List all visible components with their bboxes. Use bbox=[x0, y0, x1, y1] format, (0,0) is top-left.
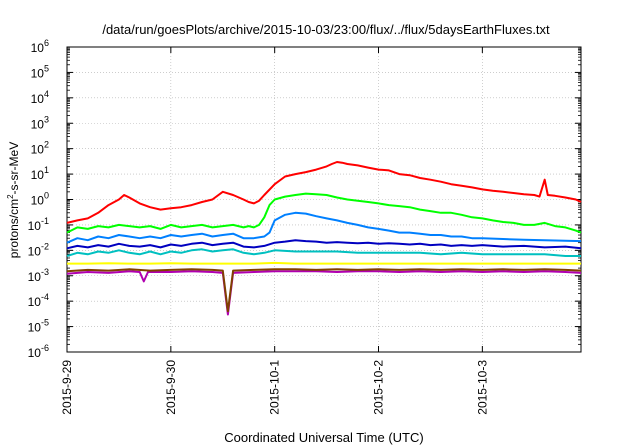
y-tick-exponent: 3 bbox=[44, 114, 49, 124]
y-tick-exponent: 0 bbox=[44, 191, 49, 201]
y-label-superscript: 2 bbox=[6, 194, 15, 199]
series-line-4 bbox=[66, 239, 582, 250]
y-tick-label: 10-5 bbox=[28, 318, 49, 335]
y-tick-exponent: -5 bbox=[41, 318, 49, 328]
y-tick-exponent: -1 bbox=[41, 216, 49, 226]
y-tick-base: 10 bbox=[31, 168, 45, 182]
y-tick-label: 101 bbox=[31, 165, 49, 182]
y-tick-base: 10 bbox=[28, 295, 42, 309]
x-tick-label: 2015-9-29 bbox=[60, 360, 74, 415]
x-axis-label: Coordinated Universal Time (UTC) bbox=[224, 430, 423, 445]
y-tick-label: 10-2 bbox=[28, 241, 49, 258]
y-tick-label: 105 bbox=[31, 63, 49, 80]
x-tick-label: 2015-10-1 bbox=[268, 360, 282, 415]
y-tick-label: 104 bbox=[31, 89, 49, 106]
y-tick-exponent: 4 bbox=[44, 89, 49, 99]
y-tick-exponent: 6 bbox=[44, 38, 49, 48]
series-line-7 bbox=[66, 270, 582, 316]
y-tick-label: 103 bbox=[31, 114, 49, 131]
plot-area-frame bbox=[66, 46, 582, 353]
y-tick-base: 10 bbox=[31, 117, 45, 131]
series-line-1 bbox=[66, 161, 582, 224]
x-tick-label: 2015-10-2 bbox=[372, 360, 386, 415]
series-line-8 bbox=[66, 268, 582, 313]
y-axis-ticks: 10-610-510-410-310-210-11001011021031041… bbox=[28, 38, 581, 360]
y-tick-exponent: 2 bbox=[44, 140, 49, 150]
y-label-prefix: protons/cm bbox=[7, 199, 21, 258]
y-tick-base: 10 bbox=[31, 41, 45, 55]
chart-title: /data/run/goesPlots/archive/2015-10-03/2… bbox=[102, 22, 550, 37]
series-line-5 bbox=[66, 248, 581, 257]
y-tick-label: 10-4 bbox=[28, 292, 49, 309]
y-tick-base: 10 bbox=[31, 66, 45, 80]
y-tick-exponent: -4 bbox=[41, 292, 49, 302]
y-tick-exponent: -6 bbox=[41, 343, 49, 353]
x-axis-ticks: 2015-9-29 2015-9-30 2015-10-1 2015-10-2 2015… bbox=[60, 47, 489, 415]
y-tick-base: 10 bbox=[31, 194, 45, 208]
grid-lines bbox=[67, 47, 581, 352]
y-tick-base: 10 bbox=[31, 92, 45, 106]
y-tick-base: 10 bbox=[28, 321, 42, 335]
y-label-suffix: -s-sr-MeV bbox=[7, 142, 21, 195]
series-line-2 bbox=[66, 192, 582, 234]
y-tick-exponent: -2 bbox=[41, 241, 49, 251]
y-tick-exponent: 5 bbox=[44, 63, 49, 73]
y-tick-label: 10-3 bbox=[28, 267, 49, 284]
x-tick-label: 2015-10-3 bbox=[475, 360, 489, 415]
y-tick-base: 10 bbox=[28, 346, 42, 360]
y-tick-base: 10 bbox=[28, 244, 42, 258]
y-tick-exponent: -3 bbox=[41, 267, 49, 277]
x-tick-label: 2015-9-30 bbox=[164, 360, 178, 415]
y-tick-label: 10-1 bbox=[28, 216, 49, 233]
y-tick-exponent: 1 bbox=[44, 165, 49, 175]
y-tick-label: 100 bbox=[31, 191, 49, 208]
y-axis-label: protons/cm2-s-sr-MeV bbox=[6, 142, 21, 258]
y-tick-base: 10 bbox=[31, 143, 45, 157]
data-series bbox=[66, 161, 582, 316]
y-tick-base: 10 bbox=[28, 219, 42, 233]
series-line-3 bbox=[66, 211, 582, 244]
y-tick-base: 10 bbox=[28, 270, 42, 284]
y-tick-label: 10-6 bbox=[28, 343, 49, 360]
series-line-6 bbox=[67, 261, 581, 265]
y-tick-label: 106 bbox=[31, 38, 49, 55]
y-tick-label: 102 bbox=[31, 140, 49, 157]
